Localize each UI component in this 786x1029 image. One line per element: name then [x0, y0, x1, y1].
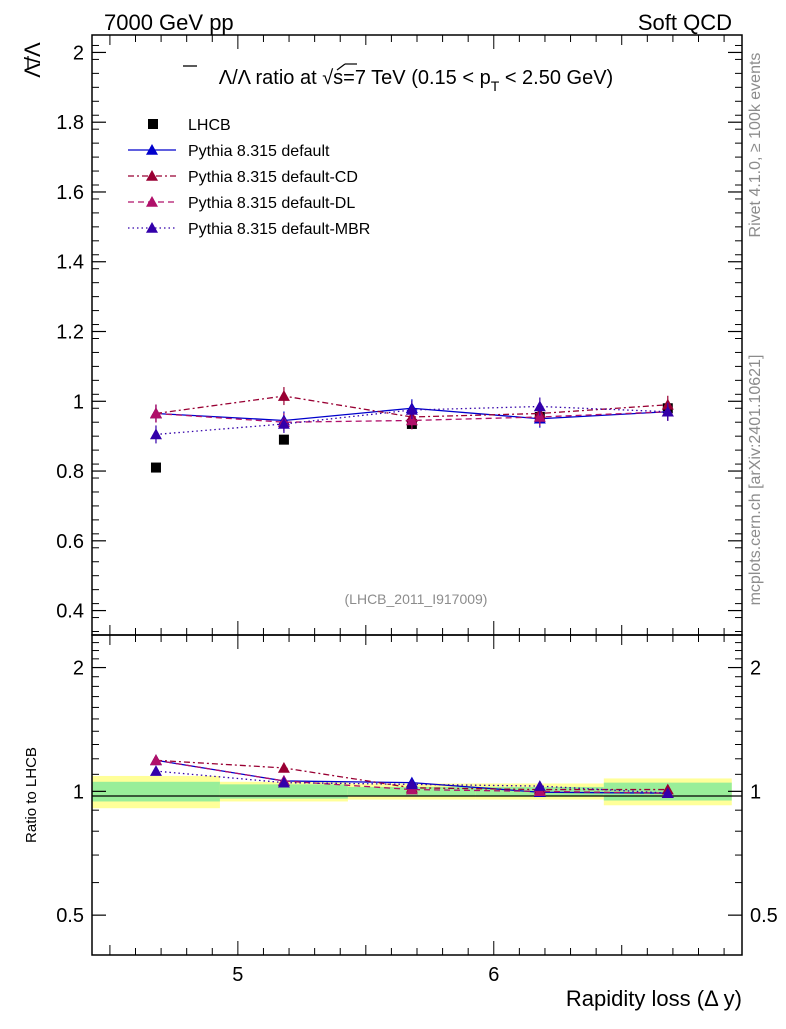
header-energy-label: 7000 GeV pp: [104, 10, 234, 35]
main-marker-mbr: [661, 405, 674, 417]
main-marker-dl: [533, 410, 546, 422]
main-title: Λ/Λ ratio at √s=7 TeV (0.15 < pT < 2.50 …: [219, 67, 613, 94]
main-marker-cd: [277, 390, 290, 401]
main-line-cd: [155, 395, 668, 418]
legend-label-dl: Pythia 8.315 default-DL: [188, 195, 355, 212]
ratio-marker-mbr: [149, 765, 162, 776]
header-process-label: Soft QCD: [638, 10, 732, 35]
analysis-watermark: (LHCB_2011_I917009): [345, 591, 488, 607]
main-marker-mbr: [405, 404, 418, 415]
legend-label-cd: Pythia 8.315 default-CD: [188, 169, 358, 186]
ratio-ytick-label: 2: [73, 658, 84, 680]
ratio-ytick-label: 0.5: [56, 905, 84, 927]
main-marker-mbr: [277, 417, 290, 429]
lhcb-data-point: [278, 434, 289, 445]
main-marker-mbr: [149, 428, 162, 440]
title-tail-text: < 2.50 GeV): [499, 67, 613, 89]
ratio-marker-dl: [149, 754, 162, 766]
main-ytick-label: 0.6: [56, 531, 84, 553]
legend-label-mbr: Pythia 8.315 default-MBR: [188, 221, 370, 238]
main-marker-mbr: [533, 400, 546, 412]
ratio-marker-mbr: [661, 787, 674, 798]
title-sqrt-hook: [336, 63, 346, 71]
main-ytick-label: 1: [73, 391, 84, 413]
ratio-series-layer: [149, 754, 674, 798]
legend-marker-mbr: [146, 222, 158, 233]
main-ytick-label: 1.6: [56, 182, 84, 204]
main-ytick-label: 2: [73, 42, 84, 64]
ratio-band-inner: [92, 781, 220, 802]
legend-label-default: Pythia 8.315 default: [188, 143, 330, 160]
legend-marker-dl: [146, 196, 158, 207]
ratio-marker-cd: [277, 761, 290, 773]
ratio-marker-mbr: [405, 778, 418, 790]
main-marker-dl: [405, 414, 418, 426]
x-axis-label: Rapidity loss (Δ y): [566, 986, 742, 1011]
ratio-panel: 0.5 0.5 1 1 2 2 5 6 Ratio to LHCB Rapidity loss…: [23, 634, 778, 1011]
main-ytick-label: 1.8: [56, 112, 84, 134]
ratio-band-inner: [219, 784, 348, 799]
ratio-xtick-label: 6: [488, 964, 499, 986]
ratio-y-axis-label: Ratio to LHCB: [23, 747, 40, 843]
mcplots-source-label: mcplots.cern.ch [arXiv:2401.10621]: [747, 355, 764, 606]
legend-marker-cd: [146, 170, 158, 181]
rivet-version-label: Rivet 4.1.0, ≥ 100k events: [747, 53, 764, 238]
main-y-axis-label: Λ/Λ: [20, 42, 45, 78]
legend: LHCB Pythia 8.315 default Pythia 8.315 def…: [128, 117, 370, 238]
ratio-ytick-label-right: 2: [750, 658, 761, 680]
main-ytick-label: 0.4: [56, 601, 84, 623]
ratio-line-mbr: [155, 770, 668, 794]
main-ytick-label: 0.8: [56, 461, 84, 483]
legend-label-data: LHCB: [188, 117, 231, 134]
title-main-text: Λ/Λ ratio at √s=7 TeV (0.15 < p: [219, 67, 491, 89]
ratio-axis-ticks: 0.5 0.5 1 1 2 2 5 6: [56, 635, 778, 986]
main-axis-ticks: 0.4 0.6 0.8 1 1.2 1.4 1.6 1.8 2: [56, 35, 742, 635]
legend-marker-default: [146, 144, 158, 155]
ratio-xtick-label: 5: [232, 964, 243, 986]
ratio-marker-mbr: [277, 776, 290, 788]
ratio-ytick-label-right: 1: [750, 781, 761, 803]
ratio-frame: [91, 634, 743, 956]
lhcb-data-point: [150, 462, 161, 473]
main-series-layer: [149, 387, 674, 473]
ratio-ytick-label: 1: [73, 781, 84, 803]
main-ytick-label: 1.2: [56, 322, 84, 344]
main-marker-dl: [149, 407, 162, 419]
main-ytick-label: 1.4: [56, 252, 84, 274]
ratio-marker-mbr: [533, 780, 546, 791]
main-panel: 0.4 0.6 0.8 1 1.2 1.4 1.6 1.8 2 Λ/Λ ratio at √s=…: [20, 34, 743, 636]
ratio-ytick-label-right: 0.5: [750, 905, 778, 927]
main-line-dl: [155, 411, 668, 423]
title-subscript-text: T: [491, 78, 500, 94]
legend-swatch-data: [148, 119, 158, 129]
